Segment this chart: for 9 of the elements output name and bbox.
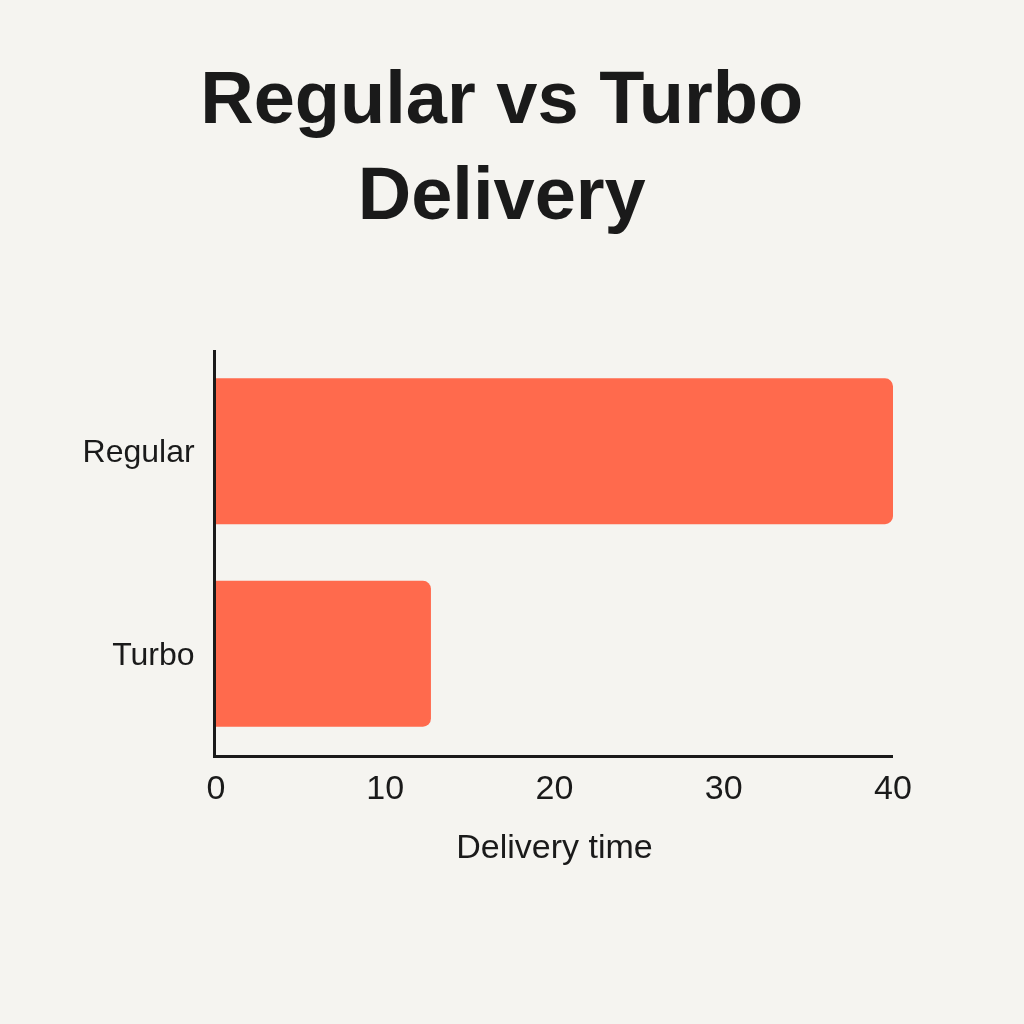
x-tick-label: 30	[704, 767, 743, 806]
chart-title: Regular vs Turbo Delivery	[200, 55, 804, 236]
x-tick-label: 40	[874, 767, 912, 806]
x-axis-title: Delivery time	[456, 827, 653, 866]
x-tick-label: 20	[535, 767, 574, 806]
x-tick-label: 10	[366, 767, 405, 806]
y-tick-label: Turbo	[112, 635, 195, 672]
x-tick-label: 0	[206, 767, 226, 806]
y-tick-label: Regular	[82, 433, 195, 470]
